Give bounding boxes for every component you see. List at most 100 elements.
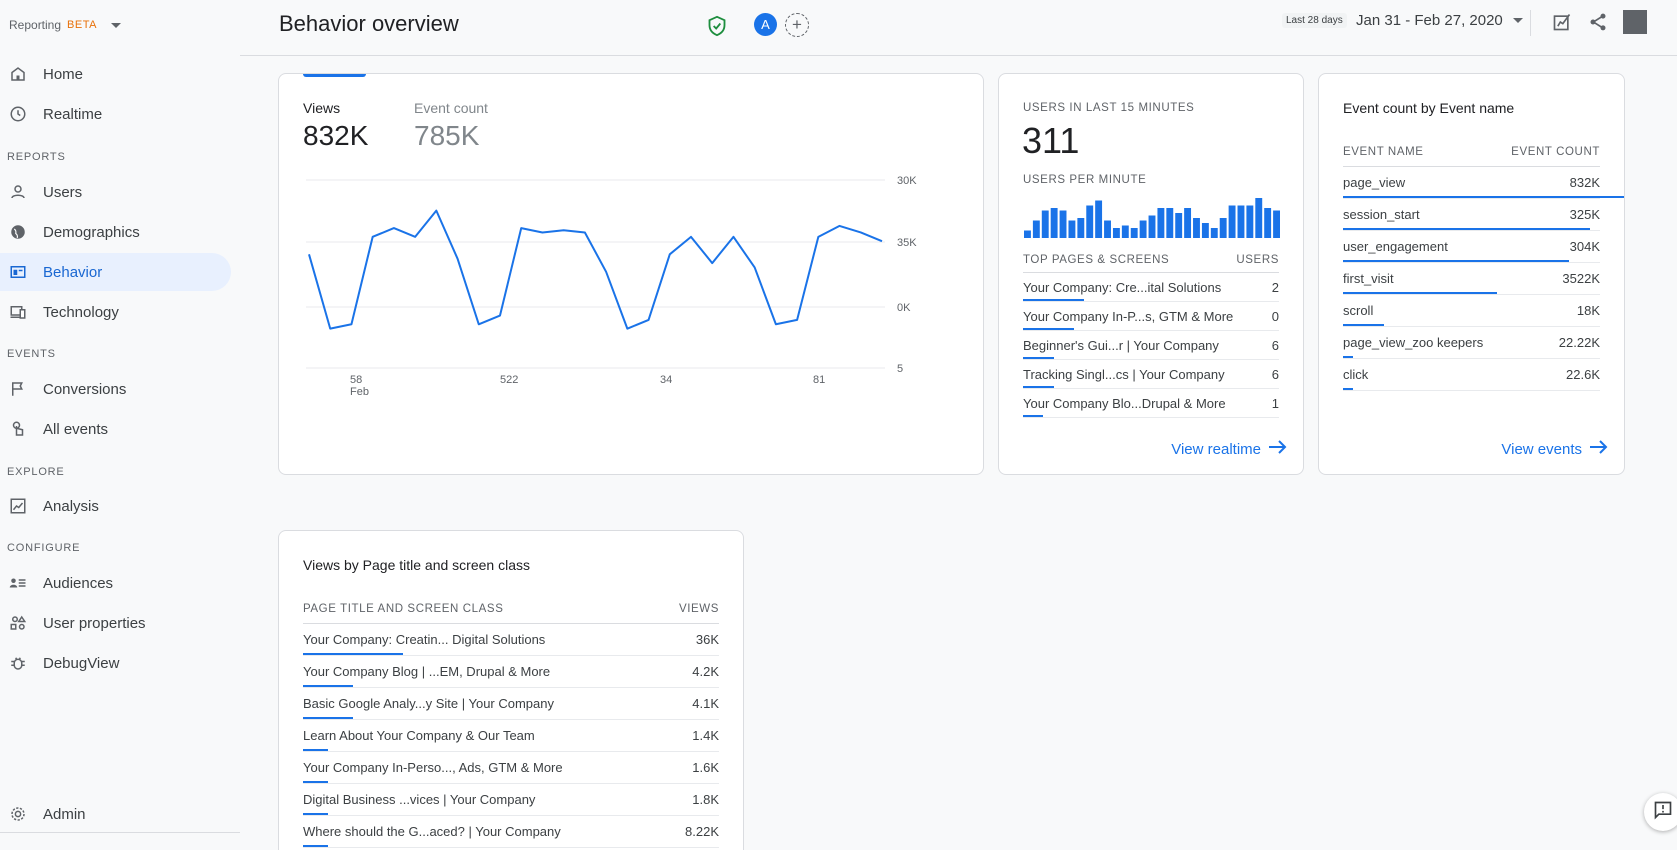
views-by-page-title: Views by Page title and screen class [303,557,530,573]
row-value: 18K [1576,303,1600,318]
row-value: 325K [1569,207,1600,222]
row-value: 1.6K [692,760,719,775]
table-row[interactable]: Basic Google Analy...y Site | Your Compa… [303,688,719,720]
sidebar-item-users[interactable]: Users [0,173,231,211]
share-bar [303,845,328,847]
per-minute-bar [1237,205,1245,238]
add-comparison-button[interactable]: + [785,13,809,37]
per-minute-bar [1024,230,1031,238]
table-row[interactable]: page_view_zoo keepers 22.22K [1343,327,1600,359]
share-bar [1343,388,1354,390]
table-row[interactable]: Beginner's Gui...r | Your Company 6 [1023,331,1279,360]
per-minute-bar [1112,228,1120,238]
table-row[interactable]: click 22.6K [1343,359,1600,391]
table-row[interactable]: first_visit 3522K [1343,263,1600,295]
sidebar-divider [0,832,240,833]
comparison-avatar[interactable]: A [754,13,777,36]
sidebar-item-analysis[interactable]: Analysis [0,487,231,525]
row-value: 1 [1271,395,1279,411]
table-row[interactable]: scroll 18K [1343,295,1600,327]
x-sub-label: Feb [350,386,369,398]
sidebar-item-label: User properties [43,614,146,632]
arrow-right-icon [1590,440,1608,458]
globe-icon [9,223,27,241]
share-bar [303,813,328,815]
tab-event-count[interactable]: Event count 785K [414,100,488,152]
views-label: Views [303,100,341,116]
devices-icon [9,303,27,321]
sidebar-item-label: Realtime [43,105,103,123]
property-selector[interactable]: Reporting BETA [9,18,121,32]
realtime-card: USERS IN LAST 15 MINUTES 311 USERS PER M… [998,73,1304,475]
event-count-title: Event count by Event name [1343,100,1515,116]
sidebar-item-label: Analysis [43,497,99,515]
chevron-down-icon [1512,18,1523,23]
row-label: click [1343,367,1369,382]
share-bar [303,653,403,655]
table-row[interactable]: session_start 325K [1343,199,1600,231]
per-minute-bar [1210,228,1218,238]
per-minute-bar [1157,208,1165,238]
event-count-table: EVENT NAME EVENT COUNT page_view 832K sess… [1343,146,1624,391]
users-per-minute-label: USERS PER MINUTE [1023,174,1147,186]
share-bar [1023,386,1054,388]
sidebar-item-realtime[interactable]: Realtime [0,95,231,133]
row-label: Your Company In-Perso..., Ads, GTM & Mor… [303,760,563,775]
sidebar-item-label: Admin [43,805,86,823]
table-row[interactable]: Your Company Blo...Drupal & More 1 [1023,389,1279,418]
table-row[interactable]: Digital Business ...vices | Your Company… [303,784,719,816]
y-tick-label: 30K [897,175,917,187]
sidebar-item-home[interactable]: Home [0,55,231,93]
row-value: 6 [1271,366,1279,382]
sidebar-item-label: Demographics [43,223,140,241]
per-minute-bar [1175,213,1183,238]
view-realtime-link[interactable]: View realtime [1171,440,1287,458]
table-row[interactable]: Learn About Your Company & Our Team 1.4K [303,720,719,752]
sidebar-item-demographics[interactable]: Demographics [0,213,231,251]
sidebar-item-user-properties[interactable]: User properties [0,604,231,642]
table-row[interactable]: Tracking Singl...cs | Your Company 6 [1023,360,1279,389]
row-value: 304K [1569,239,1600,254]
sidebar-item-admin[interactable]: Admin [0,795,231,833]
row-label: first_visit [1343,271,1394,286]
users-col: USERS [1236,254,1279,266]
sidebar-item-technology[interactable]: Technology [0,293,231,331]
table-row[interactable]: page_view 832K [1343,167,1624,199]
y-tick-label: 0K [897,302,911,314]
sidebar-item-label: Home [43,65,84,83]
per-minute-bar [1264,208,1272,238]
event-count-label: Event count [414,100,488,116]
row-value: 4.2K [692,664,719,679]
per-minute-bar [1086,205,1094,238]
customize-report-icon[interactable] [1550,10,1574,34]
share-bar [1343,324,1385,326]
header-divider [1530,10,1531,36]
table-row[interactable]: user_engagement 304K [1343,231,1600,263]
date-range-picker[interactable]: Jan 31 - Feb 27, 2020 [1356,12,1523,29]
account-square[interactable] [1623,10,1647,34]
table-row[interactable]: Where should the G...aced? | Your Compan… [303,816,719,848]
sidebar-item-all-events[interactable]: All events [0,410,231,448]
sidebar-item-conversions[interactable]: Conversions [0,370,231,408]
per-minute-bar [1050,208,1058,238]
sidebar-item-debugview[interactable]: DebugView [0,644,231,682]
views-line-chart: 30K 35K 0K 5 58 522 34 81 Feb [306,175,917,398]
table-row[interactable]: Your Company: Cre...ital Solutions 2 [1023,273,1279,302]
table-row[interactable]: Your Company In-P...s, GTM & More 0 [1023,302,1279,331]
table-row[interactable]: Your Company Blog | ...EM, Drupal & More… [303,656,719,688]
top-header: Behavior overview A + Last 28 days Jan 3… [240,0,1677,56]
sidebar-item-audiences[interactable]: Audiences [0,564,231,602]
table-row[interactable]: Your Company: Creatin... Digital Solutio… [303,624,719,656]
per-minute-bar [1095,200,1103,238]
view-events-link[interactable]: View events [1501,440,1608,458]
per-minute-bar [1130,228,1138,238]
row-label: Where should the G...aced? | Your Compan… [303,824,561,839]
view-events-label: View events [1501,440,1582,458]
feedback-button[interactable] [1644,793,1677,831]
sidebar-item-behavior[interactable]: Behavior [0,253,231,291]
share-icon[interactable] [1586,10,1610,34]
per-minute-bar [1121,225,1129,238]
tab-views[interactable]: Views 832K [303,100,368,152]
table-row[interactable]: Your Company In-Perso..., Ads, GTM & Mor… [303,752,719,784]
page-title: Behavior overview [279,11,459,36]
